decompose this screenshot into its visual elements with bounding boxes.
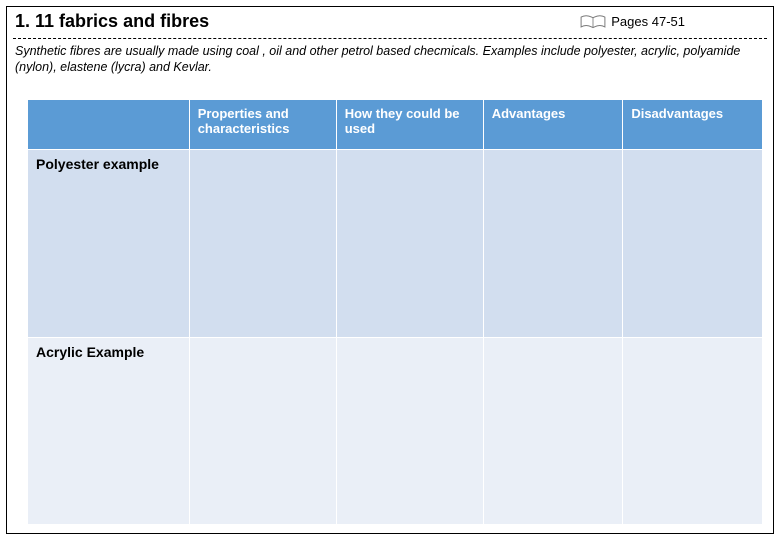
fabrics-table-wrap: Properties and characteristics How they … (27, 99, 763, 525)
table-row: Polyester example (28, 150, 763, 338)
pages-reference: Pages 47-51 (579, 13, 685, 31)
pages-label: Pages 47-51 (611, 14, 685, 29)
table-header-row: Properties and characteristics How they … (28, 100, 763, 150)
col-header-uses: How they could be used (336, 100, 483, 150)
header-row: 1. 11 fabrics and fibres Pages 47-51 (7, 7, 773, 38)
table-row: Acrylic Example (28, 337, 763, 525)
book-icon (579, 13, 607, 31)
row-label-polyester: Polyester example (28, 150, 190, 338)
col-header-disadvantages: Disadvantages (623, 100, 763, 150)
description-text: Synthetic fibres are usually made using … (7, 39, 773, 84)
cell (623, 150, 763, 338)
col-header-blank (28, 100, 190, 150)
cell (336, 150, 483, 338)
worksheet-frame: 1. 11 fabrics and fibres Pages 47-51 Syn… (6, 6, 774, 534)
cell (336, 337, 483, 525)
fabrics-table: Properties and characteristics How they … (27, 99, 763, 525)
cell (189, 337, 336, 525)
col-header-advantages: Advantages (483, 100, 623, 150)
col-header-properties: Properties and characteristics (189, 100, 336, 150)
cell (623, 337, 763, 525)
cell (483, 150, 623, 338)
cell (189, 150, 336, 338)
row-label-acrylic: Acrylic Example (28, 337, 190, 525)
page-title: 1. 11 fabrics and fibres (15, 11, 579, 32)
cell (483, 337, 623, 525)
